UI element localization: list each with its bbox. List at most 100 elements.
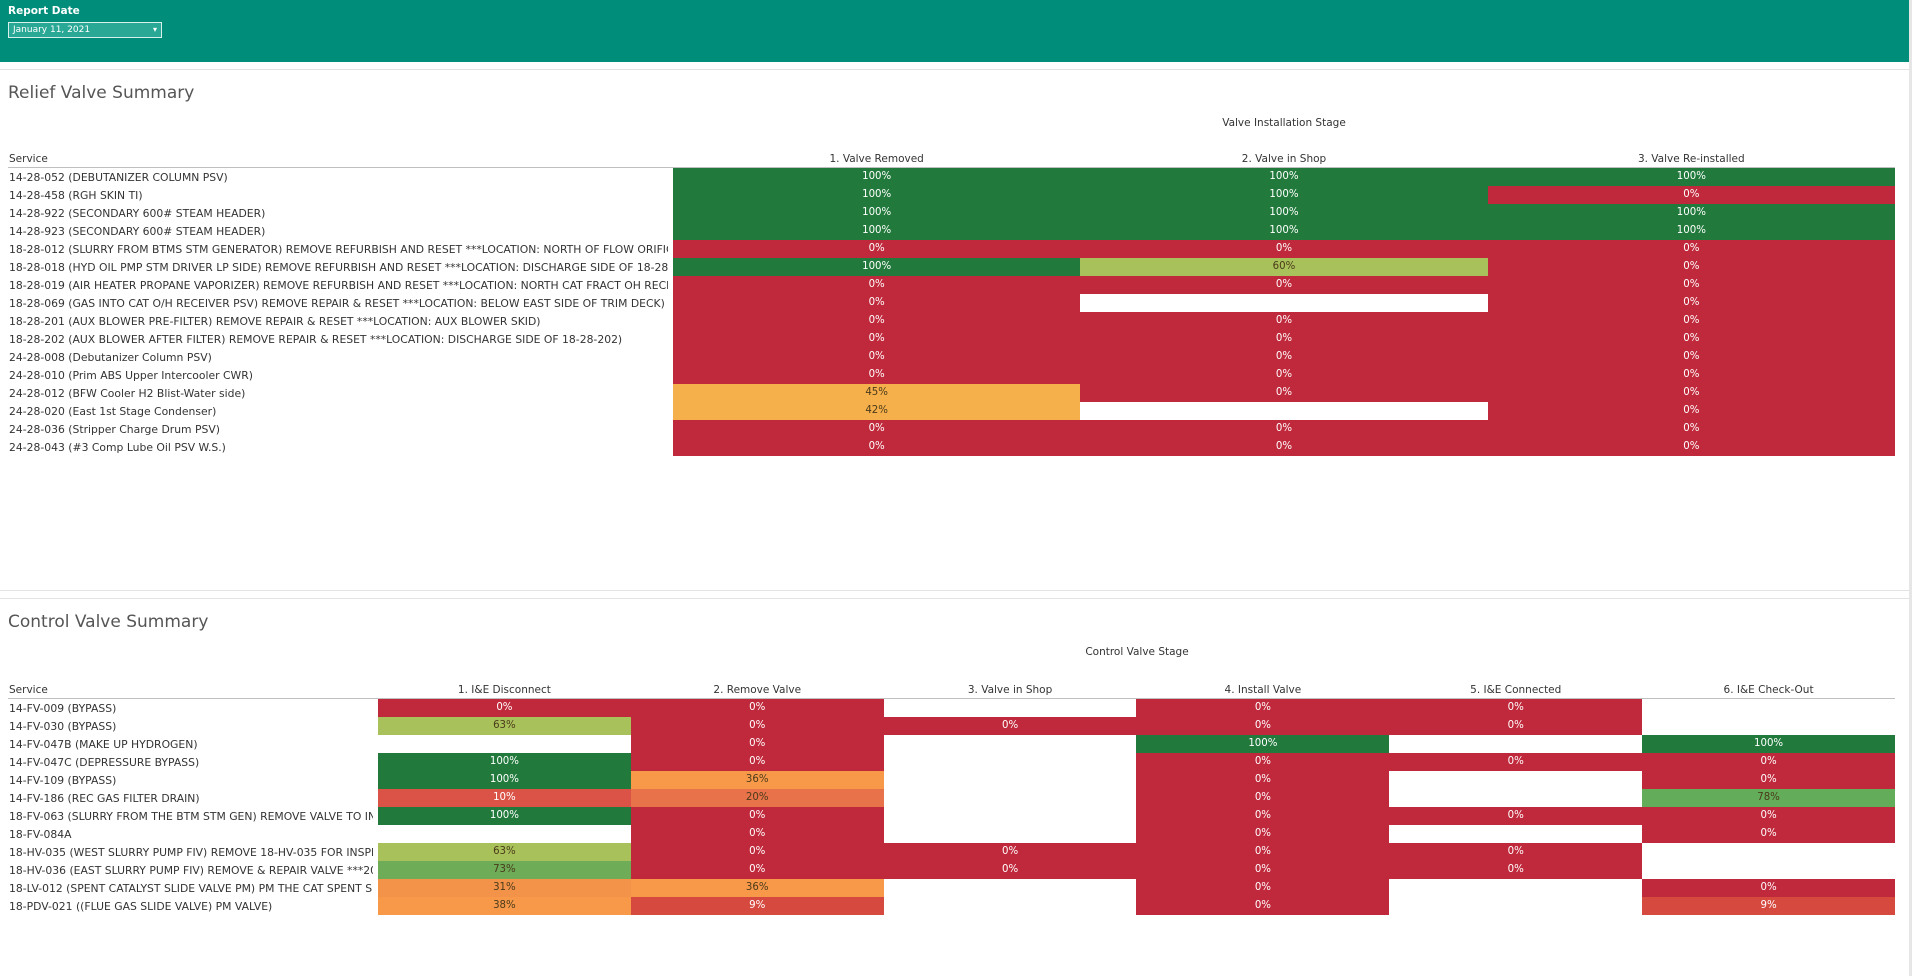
- table-cell[interactable]: 100%: [1487, 204, 1895, 222]
- table-cell[interactable]: 0%: [1080, 240, 1488, 258]
- page-scrollbar[interactable]: [1909, 0, 1912, 976]
- table-cell[interactable]: 0%: [883, 843, 1137, 861]
- table-cell[interactable]: 0%: [673, 348, 1081, 366]
- table-cell[interactable]: 0%: [1136, 861, 1390, 879]
- table-cell[interactable]: 100%: [378, 771, 631, 789]
- table-cell[interactable]: 0%: [1389, 699, 1643, 717]
- table-cell[interactable]: 0%: [883, 861, 1137, 879]
- table-cell[interactable]: 31%: [378, 879, 631, 897]
- table-cell[interactable]: 63%: [378, 717, 631, 735]
- chevron-down-icon[interactable]: ▾: [152, 25, 157, 34]
- table-cell[interactable]: 0%: [1487, 294, 1895, 312]
- table-cell[interactable]: 100%: [673, 168, 1081, 186]
- table-cell[interactable]: 0%: [673, 438, 1081, 456]
- table-cell[interactable]: 100%: [673, 222, 1081, 240]
- table-cell[interactable]: 0%: [1487, 186, 1895, 204]
- table-cell[interactable]: 0%: [1136, 717, 1390, 735]
- table-cell[interactable]: 100%: [673, 186, 1081, 204]
- table-cell[interactable]: 0%: [1136, 879, 1390, 897]
- table-cell[interactable]: 0%: [630, 753, 884, 771]
- table-cell[interactable]: 0%: [1389, 717, 1643, 735]
- table-cell[interactable]: 0%: [1487, 240, 1895, 258]
- table-cell[interactable]: 36%: [630, 771, 884, 789]
- table-cell[interactable]: 100%: [1080, 204, 1488, 222]
- table-cell[interactable]: 100%: [1642, 735, 1895, 753]
- table-cell[interactable]: 0%: [1136, 699, 1390, 717]
- table-cell[interactable]: 45%: [673, 384, 1081, 402]
- table-cell[interactable]: 100%: [673, 204, 1081, 222]
- table-cell[interactable]: 0%: [1487, 276, 1895, 294]
- table-cell[interactable]: 73%: [378, 861, 631, 879]
- table-cell[interactable]: 0%: [1487, 384, 1895, 402]
- report-date-dropdown[interactable]: January 11, 2021 ▾: [8, 22, 162, 38]
- table-cell[interactable]: 0%: [1136, 789, 1390, 807]
- table-cell[interactable]: 42%: [673, 402, 1081, 420]
- table-cell[interactable]: 0%: [673, 294, 1081, 312]
- table-cell[interactable]: 78%: [1642, 789, 1895, 807]
- table-cell[interactable]: 0%: [1642, 807, 1895, 825]
- table-cell[interactable]: 0%: [673, 420, 1081, 438]
- table-cell[interactable]: 0%: [673, 240, 1081, 258]
- table-cell[interactable]: 10%: [378, 789, 631, 807]
- table-cell[interactable]: 0%: [630, 825, 884, 843]
- table-cell[interactable]: 0%: [673, 366, 1081, 384]
- table-cell[interactable]: 0%: [1136, 753, 1390, 771]
- table-cell[interactable]: 0%: [1080, 366, 1488, 384]
- table-cell[interactable]: 36%: [630, 879, 884, 897]
- table-cell[interactable]: 0%: [1642, 879, 1895, 897]
- table-cell[interactable]: 0%: [1642, 753, 1895, 771]
- table-cell[interactable]: 0%: [1487, 312, 1895, 330]
- table-cell[interactable]: 0%: [1080, 438, 1488, 456]
- table-cell[interactable]: 100%: [1080, 222, 1488, 240]
- table-cell[interactable]: 0%: [1487, 366, 1895, 384]
- table-cell[interactable]: 100%: [1487, 222, 1895, 240]
- table-cell[interactable]: 0%: [630, 843, 884, 861]
- table-cell[interactable]: 100%: [1487, 168, 1895, 186]
- table-cell[interactable]: 0%: [673, 330, 1081, 348]
- table-cell[interactable]: 0%: [1136, 771, 1390, 789]
- table-cell[interactable]: 0%: [1080, 330, 1488, 348]
- table-cell[interactable]: 0%: [1080, 384, 1488, 402]
- table-cell[interactable]: 0%: [1487, 402, 1895, 420]
- table-cell[interactable]: 100%: [378, 807, 631, 825]
- table-cell[interactable]: 0%: [1136, 807, 1390, 825]
- table-cell[interactable]: 0%: [673, 276, 1081, 294]
- table-cell[interactable]: 0%: [1136, 825, 1390, 843]
- table-cell[interactable]: 0%: [378, 699, 631, 717]
- table-cell[interactable]: 0%: [630, 735, 884, 753]
- table-cell[interactable]: 60%: [1080, 258, 1488, 276]
- table-cell[interactable]: 0%: [1389, 807, 1643, 825]
- table-cell[interactable]: 0%: [673, 312, 1081, 330]
- table-cell[interactable]: 0%: [1642, 771, 1895, 789]
- table-cell[interactable]: 0%: [630, 861, 884, 879]
- table-cell[interactable]: 0%: [1136, 897, 1390, 915]
- table-cell[interactable]: 100%: [673, 258, 1081, 276]
- table-cell[interactable]: 0%: [1642, 825, 1895, 843]
- table-cell[interactable]: 0%: [1389, 843, 1643, 861]
- table-cell[interactable]: 9%: [1642, 897, 1895, 915]
- table-cell[interactable]: 0%: [1080, 420, 1488, 438]
- table-cell[interactable]: 0%: [1487, 420, 1895, 438]
- table-cell[interactable]: 100%: [1080, 168, 1488, 186]
- table-cell[interactable]: 0%: [630, 717, 884, 735]
- table-cell[interactable]: 63%: [378, 843, 631, 861]
- table-cell[interactable]: 0%: [883, 717, 1137, 735]
- table-cell[interactable]: 0%: [630, 699, 884, 717]
- table-cell[interactable]: 20%: [630, 789, 884, 807]
- table-cell[interactable]: 0%: [1487, 348, 1895, 366]
- table-cell[interactable]: 0%: [1487, 258, 1895, 276]
- table-cell[interactable]: 0%: [1487, 438, 1895, 456]
- table-cell[interactable]: 0%: [1389, 753, 1643, 771]
- table-cell[interactable]: 0%: [1136, 843, 1390, 861]
- table-cell[interactable]: 0%: [1080, 312, 1488, 330]
- table-cell[interactable]: 0%: [630, 807, 884, 825]
- table-cell[interactable]: 38%: [378, 897, 631, 915]
- table-cell[interactable]: 0%: [1389, 861, 1643, 879]
- table-cell[interactable]: 100%: [378, 753, 631, 771]
- table-cell[interactable]: 0%: [1487, 330, 1895, 348]
- table-cell[interactable]: 100%: [1080, 186, 1488, 204]
- table-cell[interactable]: 0%: [1080, 276, 1488, 294]
- table-cell[interactable]: 0%: [1080, 348, 1488, 366]
- table-cell[interactable]: 9%: [630, 897, 884, 915]
- table-cell[interactable]: 100%: [1136, 735, 1390, 753]
